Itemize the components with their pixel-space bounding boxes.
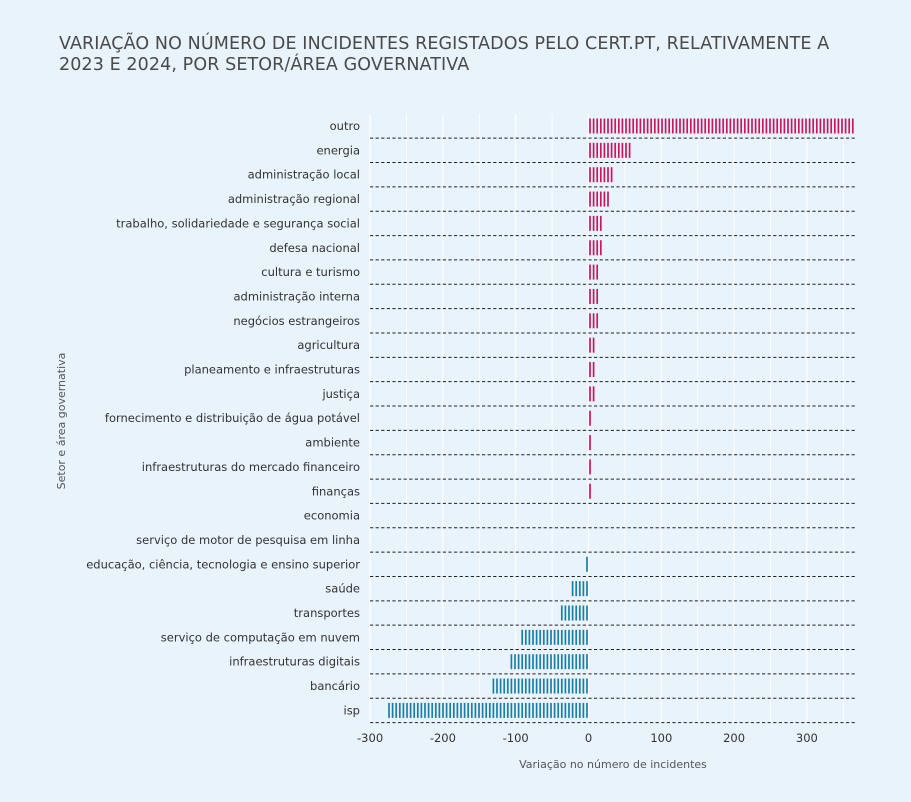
bar bbox=[589, 215, 602, 231]
category-label: cultura e turismo bbox=[261, 265, 360, 279]
category-label: serviço de motor de pesquisa em linha bbox=[136, 533, 360, 547]
x-tick-label: -200 bbox=[430, 731, 456, 745]
category-label: economia bbox=[304, 509, 360, 523]
category-label: serviço de computação em nuvem bbox=[161, 630, 360, 644]
bar bbox=[521, 629, 588, 645]
chart-title-line-2: 2023 E 2024, POR SETOR/ÁREA GOVERNATIVA bbox=[59, 55, 470, 75]
category-label: infraestruturas digitais bbox=[229, 655, 360, 669]
category-label: justiça bbox=[321, 387, 360, 401]
category-label: ambiente bbox=[305, 436, 360, 450]
bar bbox=[492, 678, 588, 694]
bar bbox=[589, 142, 631, 158]
bar bbox=[589, 313, 599, 329]
row-separators bbox=[370, 137, 857, 724]
category-label: administração regional bbox=[228, 192, 360, 206]
chart-title: VARIAÇÃO NO NÚMERO DE INCIDENTES REGISTA… bbox=[59, 34, 879, 76]
x-tick-label: 200 bbox=[723, 731, 745, 745]
x-tick-label: 300 bbox=[796, 731, 818, 745]
category-label: administração local bbox=[248, 168, 360, 182]
bar bbox=[589, 118, 854, 134]
category-label: outro bbox=[330, 119, 360, 133]
bar bbox=[589, 386, 595, 402]
category-label: bancário bbox=[310, 679, 360, 693]
bar bbox=[560, 605, 588, 621]
x-axis-title: Variação no número de incidentes bbox=[519, 758, 707, 771]
bar bbox=[510, 654, 588, 670]
category-label: administração interna bbox=[234, 289, 361, 303]
bar bbox=[589, 337, 595, 353]
category-label: finanças bbox=[312, 484, 360, 498]
category-label: transportes bbox=[294, 606, 360, 620]
bar bbox=[589, 191, 609, 207]
bar bbox=[589, 362, 595, 377]
category-label: fornecimento e distribuição de água potá… bbox=[105, 411, 360, 425]
category-label: negócios estrangeiros bbox=[233, 314, 360, 328]
category-label: agricultura bbox=[297, 338, 360, 352]
y-axis-title: Setor e área governativa bbox=[55, 353, 68, 490]
category-label: saúde bbox=[325, 582, 360, 596]
x-tick-label: -300 bbox=[357, 731, 383, 745]
category-label: educação, ciência, tecnologia e ensino s… bbox=[86, 557, 360, 571]
category-label: trabalho, solidariedade e segurança soci… bbox=[116, 216, 360, 230]
bar bbox=[388, 702, 588, 718]
category-label: energia bbox=[316, 143, 360, 157]
bar bbox=[589, 167, 613, 183]
category-label: isp bbox=[344, 703, 361, 717]
chart-title-line-1: VARIAÇÃO NO NÚMERO DE INCIDENTES REGISTA… bbox=[59, 34, 830, 54]
x-tick-labels: -300 -200 -100 0 100 200 300 bbox=[357, 731, 818, 745]
x-tick-label: 0 bbox=[585, 731, 592, 745]
category-label: planeamento e infraestruturas bbox=[184, 363, 360, 377]
category-label: defesa nacional bbox=[269, 241, 360, 255]
category-label: infraestruturas do mercado financeiro bbox=[142, 460, 360, 474]
bars bbox=[388, 118, 854, 718]
bar bbox=[589, 264, 599, 280]
bar bbox=[571, 581, 588, 597]
category-labels: outro energia administração local administr… bbox=[86, 119, 360, 717]
x-tick-label: 100 bbox=[650, 731, 672, 745]
bar bbox=[589, 288, 599, 304]
bar bbox=[589, 240, 602, 256]
grid-lines bbox=[369, 114, 844, 724]
x-tick-label: -100 bbox=[503, 731, 529, 745]
